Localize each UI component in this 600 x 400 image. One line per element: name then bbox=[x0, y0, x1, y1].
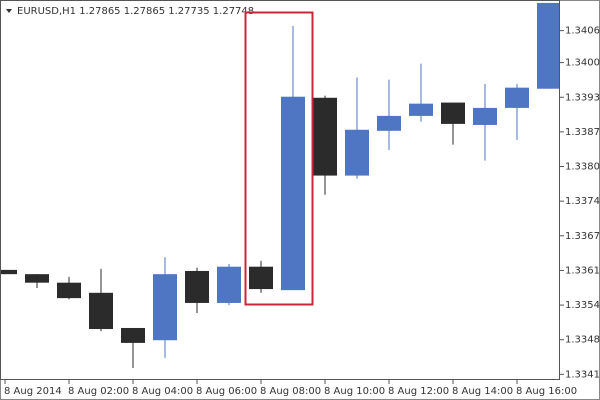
candle-body bbox=[537, 2, 559, 89]
y-tick-label: 1.33805 bbox=[565, 162, 600, 173]
x-tick-label: 8 Aug 12:00 bbox=[388, 386, 449, 397]
candle-body bbox=[441, 102, 465, 124]
plot-area bbox=[1, 2, 559, 368]
menu-triangle bbox=[6, 9, 12, 13]
y-tick-label: 1.33740 bbox=[565, 196, 600, 207]
y-tick-label: 1.33480 bbox=[565, 335, 600, 346]
candle-body bbox=[409, 103, 433, 116]
y-tick-label: 1.34060 bbox=[565, 26, 600, 37]
y-tick-label: 1.33545 bbox=[565, 300, 600, 311]
x-tick-label: 8 Aug 06:00 bbox=[196, 386, 257, 397]
candle-body bbox=[505, 87, 529, 108]
plot-frame bbox=[0, 0, 560, 380]
candle-body bbox=[153, 274, 177, 341]
candle-body bbox=[89, 292, 113, 330]
y-tick-label: 1.33935 bbox=[565, 92, 600, 103]
y-tick-label: 1.33870 bbox=[565, 127, 600, 138]
candle-body bbox=[121, 327, 145, 343]
axes: 1.34060 1.34000 1.33935 1.33870 1.33805 1.337… bbox=[4, 26, 600, 397]
x-tick-label: 8 Aug 08:00 bbox=[260, 386, 321, 397]
candle-body bbox=[473, 107, 497, 125]
chart-title: EURUSD,H1 1.27865 1.27865 1.27735 1.2774… bbox=[17, 6, 254, 17]
candle-body bbox=[281, 96, 305, 291]
x-tick-label: 8 Aug 14:00 bbox=[452, 386, 513, 397]
candle-body bbox=[185, 270, 209, 303]
y-tick-label: 1.34000 bbox=[565, 58, 600, 69]
y-tick-label: 1.33610 bbox=[565, 265, 600, 276]
candle-body bbox=[1, 269, 17, 275]
candle-body bbox=[57, 282, 81, 299]
x-tick-label: 8 Aug 02:00 bbox=[68, 386, 129, 397]
y-tick-label: 1.33675 bbox=[565, 231, 600, 242]
candle-body bbox=[249, 266, 273, 290]
candle-body bbox=[377, 115, 401, 131]
candle-body bbox=[345, 129, 369, 176]
highlight-box bbox=[244, 11, 314, 306]
candle-body bbox=[25, 274, 49, 283]
y-tick-label: 1.33415 bbox=[565, 369, 600, 380]
x-tick-label: 8 Aug 10:00 bbox=[324, 386, 385, 397]
x-tick-label: 8 Aug 2014 bbox=[4, 386, 62, 397]
x-tick-label: 8 Aug 04:00 bbox=[132, 386, 193, 397]
x-tick-label: 8 Aug 16:00 bbox=[516, 386, 577, 397]
candle-body bbox=[313, 97, 337, 176]
candle-body bbox=[217, 266, 241, 303]
